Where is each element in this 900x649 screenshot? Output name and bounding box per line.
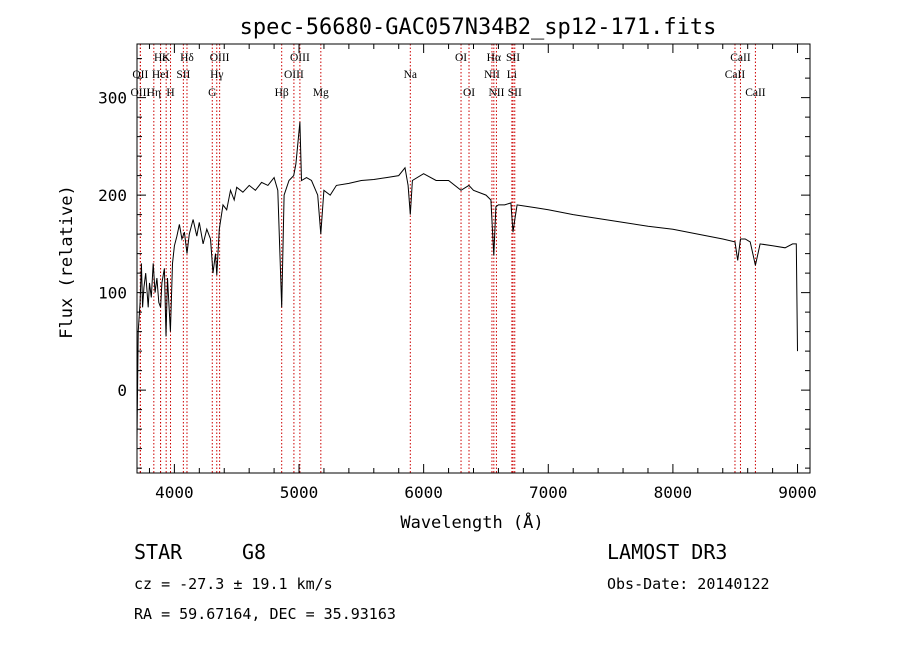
plot-area-frame [136,43,811,474]
line-label-10: Hγ [210,69,223,81]
coordinates-text: RA = 59.67164, DEC = 35.93163 [134,605,396,623]
x-tick-label-6000: 6000 [404,483,443,502]
survey-name: LAMOST DR3 [607,540,727,564]
line-label-27: CaII [745,87,766,99]
y-tick-label-300: 300 [98,89,127,108]
line-label-21: NII [488,87,504,99]
line-label-20: NII [484,69,500,81]
line-label-2: OII [132,69,148,81]
spectral-line-markers [139,44,756,473]
line-label-24: SII [508,87,522,99]
line-label-17: OI [455,52,467,64]
line-label-7: Hδ [180,52,194,64]
line-label-22: SII [506,52,520,64]
spectrum-flux-line [136,121,798,439]
line-label-19: Hα [487,52,501,64]
x-tick-label-4000: 4000 [155,483,194,502]
line-label-12: Hβ [275,87,289,99]
redshift-text: cz = -27.3 ± 19.1 km/s [134,575,333,593]
line-label-1: HeI [152,69,169,81]
y-axis-ticks: 0 100 200 300 [98,58,810,469]
object-class: STAR [134,540,183,564]
x-tick-label-7000: 7000 [529,483,568,502]
y-tick-label-100: 100 [98,284,127,303]
line-label-23: Li [507,69,517,81]
line-label-9: OIII [210,52,230,64]
x-axis-label: Wavelength (Å) [400,511,543,533]
line-label-11: G [208,87,216,99]
line-label-8: SII [176,69,190,81]
line-label-16: Na [404,69,417,81]
line-label-6: H [166,87,174,99]
line-label-13: OIII [290,52,310,64]
line-label-25: CaII [730,52,751,64]
line-label-26: CaII [725,69,746,81]
y-axis-label: Flux (relative) [57,185,77,339]
line-label-15: Mg [313,87,329,99]
line-label-18: OI [463,87,475,99]
chart-title: spec-56680-GAC057N34B2_sp12-171.fits [240,15,717,40]
line-label-0: Hε [154,52,167,64]
x-tick-label-5000: 5000 [280,483,319,502]
line-label-3: OIII [130,87,150,99]
y-tick-label-0: 0 [117,381,127,400]
x-tick-label-8000: 8000 [654,483,693,502]
line-label-5: K [162,52,171,64]
y-tick-label-200: 200 [98,186,127,205]
x-axis-ticks: 4000 5000 6000 7000 8000 9000 [148,44,817,502]
line-label-14: OIII [284,69,304,81]
obs-date-text: Obs-Date: 20140122 [607,575,770,593]
object-subclass: G8 [242,540,266,564]
x-tick-label-9000: 9000 [778,483,817,502]
line-label-4: Hη [147,87,161,99]
